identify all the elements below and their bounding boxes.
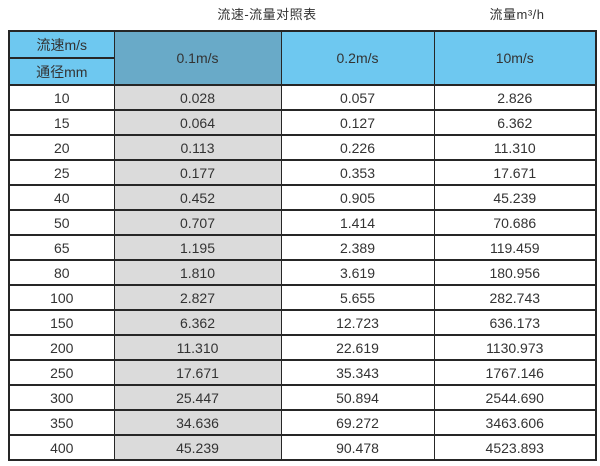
diameter-cell: 400 [8, 434, 115, 461]
flow-v01-cell: 34.636 [113, 409, 282, 436]
flow-v02-cell: 0.905 [280, 184, 435, 211]
table-row: 40 0.452 0.905 45.239 [8, 184, 597, 211]
flow-v01-cell: 1.810 [113, 259, 282, 286]
flow-v01-cell: 1.195 [113, 234, 282, 261]
flow-v02-cell: 69.272 [280, 409, 435, 436]
flow-v02-cell: 0.226 [280, 134, 435, 161]
flow-v02-cell: 1.414 [280, 209, 435, 236]
table-row: 350 34.636 69.272 3463.606 [8, 409, 597, 436]
corner-velocity-label: 流速m/s [8, 30, 115, 59]
header-row-diameter: 通径mm [8, 57, 596, 86]
flow-v02-cell: 3.619 [280, 259, 435, 286]
diameter-cell: 100 [8, 284, 115, 311]
diameter-cell: 65 [8, 234, 115, 261]
diameter-cell: 350 [8, 409, 115, 436]
flow-v10-cell: 6.362 [433, 109, 597, 136]
flow-v01-cell: 17.671 [113, 359, 282, 386]
flow-v01-cell: 0.707 [113, 209, 282, 236]
table-row: 65 1.195 2.389 119.459 [8, 234, 597, 261]
table-title: 流速-流量对照表 [217, 7, 317, 22]
table-row: 80 1.810 3.619 180.956 [8, 259, 597, 286]
col-header-v01: 0.1m/s [113, 30, 282, 86]
diameter-cell: 300 [8, 384, 115, 411]
table-row: 200 11.310 22.619 1130.973 [8, 334, 597, 361]
flow-v10-cell: 4523.893 [433, 434, 597, 461]
flow-v02-cell: 35.343 [280, 359, 435, 386]
table-row: 20 0.113 0.226 11.310 [8, 134, 597, 161]
diameter-cell: 50 [8, 209, 115, 236]
flow-v10-cell: 636.173 [433, 309, 597, 336]
flow-v02-cell: 12.723 [280, 309, 435, 336]
flow-v02-cell: 2.389 [280, 234, 435, 261]
flow-v01-cell: 11.310 [113, 334, 282, 361]
diameter-cell: 20 [8, 134, 115, 161]
flow-v02-cell: 0.353 [280, 159, 435, 186]
corner-diameter-label: 通径mm [8, 57, 115, 86]
flow-v10-cell: 119.459 [433, 234, 597, 261]
diameter-cell: 80 [8, 259, 115, 286]
diameter-cell: 15 [8, 109, 115, 136]
flow-v01-cell: 2.827 [113, 284, 282, 311]
diameter-cell: 150 [8, 309, 115, 336]
table-row: 50 0.707 1.414 70.686 [8, 209, 597, 236]
flow-v01-cell: 45.239 [113, 434, 282, 461]
flow-v01-cell: 0.452 [113, 184, 282, 211]
table-row: 15 0.064 0.127 6.362 [8, 109, 597, 136]
col-header-v02: 0.2m/s [280, 30, 435, 86]
flow-v02-cell: 22.619 [280, 334, 435, 361]
flow-v10-cell: 282.743 [433, 284, 597, 311]
flow-v02-cell: 0.057 [280, 84, 435, 111]
diameter-cell: 25 [8, 159, 115, 186]
table-row: 10 0.028 0.057 2.826 [8, 84, 597, 111]
table-header: 流速m/s 0.1m/s 0.2m/s 10m/s 通径mm [8, 30, 597, 86]
table-row: 100 2.827 5.655 282.743 [8, 284, 597, 311]
table-row: 300 25.447 50.894 2544.690 [8, 384, 597, 411]
diameter-cell: 250 [8, 359, 115, 386]
flow-v02-cell: 5.655 [280, 284, 435, 311]
flow-v10-cell: 1767.146 [433, 359, 597, 386]
diameter-cell: 40 [8, 184, 115, 211]
diameter-cell: 10 [8, 84, 115, 111]
table-row: 400 45.239 90.478 4523.893 [8, 434, 597, 461]
flow-v02-cell: 90.478 [280, 434, 435, 461]
flow-v01-cell: 25.447 [113, 384, 282, 411]
flow-v01-cell: 6.362 [113, 309, 282, 336]
col-header-v10: 10m/s [433, 30, 597, 86]
flow-rate-table: 流速m/s 0.1m/s 0.2m/s 10m/s 通径mm 10 0.028 0.… [8, 30, 597, 461]
table-body: 10 0.028 0.057 2.826 15 0.064 0.127 6.362 20 0.11… [8, 84, 597, 461]
flow-v10-cell: 2544.690 [433, 384, 597, 411]
table-row: 25 0.177 0.353 17.671 [8, 159, 597, 186]
flow-v01-cell: 0.113 [113, 134, 282, 161]
flow-unit-label: 流量m³/h [489, 7, 545, 22]
flow-v10-cell: 17.671 [433, 159, 597, 186]
flow-v10-cell: 2.826 [433, 84, 597, 111]
table-row: 150 6.362 12.723 636.173 [8, 309, 597, 336]
flow-v10-cell: 70.686 [433, 209, 597, 236]
flow-v02-cell: 0.127 [280, 109, 435, 136]
header-row-velocity: 流速m/s 0.1m/s 0.2m/s 10m/s [8, 30, 597, 86]
flow-v10-cell: 11.310 [433, 134, 597, 161]
flow-v01-cell: 0.064 [113, 109, 282, 136]
flow-v10-cell: 1130.973 [433, 334, 597, 361]
flow-v01-cell: 0.028 [113, 84, 282, 111]
table-row: 250 17.671 35.343 1767.146 [8, 359, 597, 386]
flow-v02-cell: 50.894 [280, 384, 435, 411]
flow-v01-cell: 0.177 [113, 159, 282, 186]
flow-v10-cell: 180.956 [433, 259, 597, 286]
diameter-cell: 200 [8, 334, 115, 361]
flow-v10-cell: 45.239 [433, 184, 597, 211]
flow-v10-cell: 3463.606 [433, 409, 597, 436]
